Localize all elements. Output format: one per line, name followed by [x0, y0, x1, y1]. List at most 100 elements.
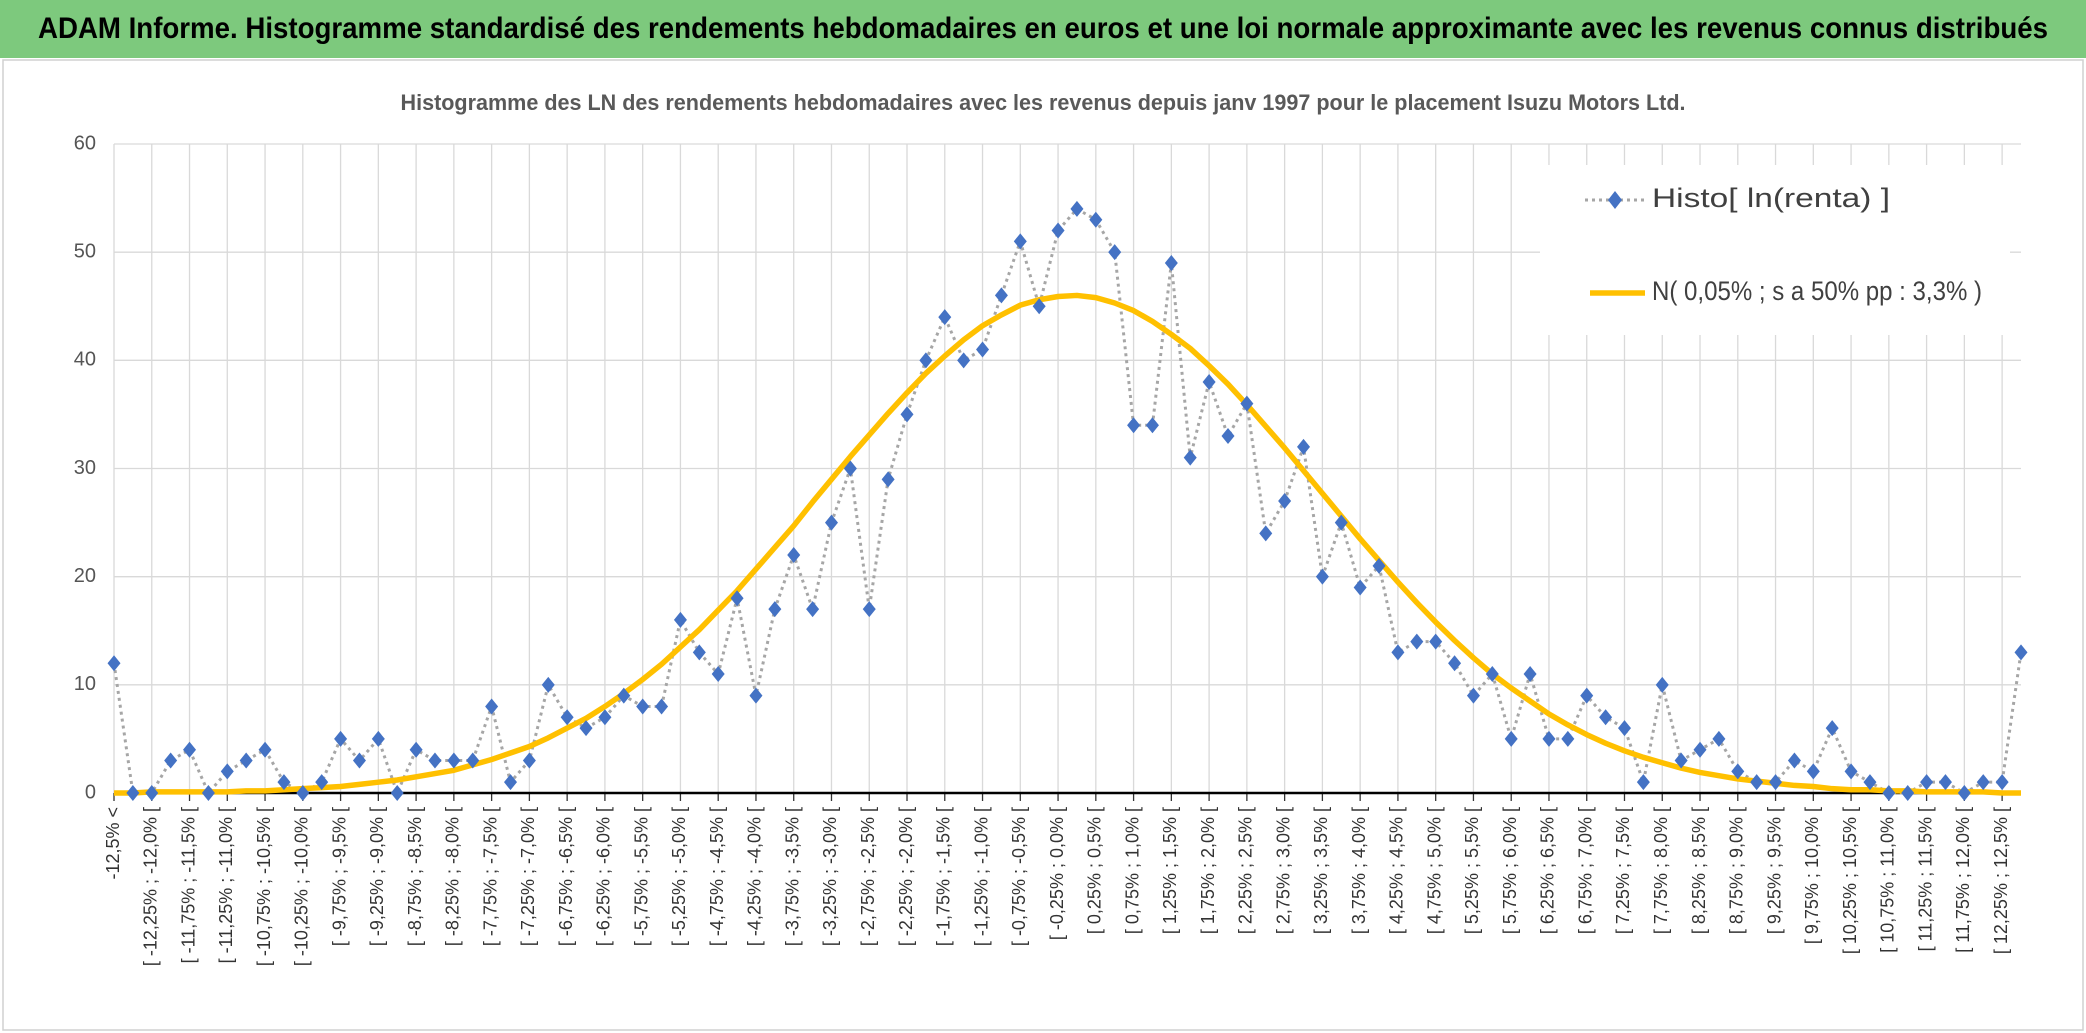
histo-marker: [636, 698, 650, 715]
histo-marker: [749, 687, 763, 704]
x-tick-label: [ 3,25% ; 3,5% [: [1311, 807, 1331, 934]
histo-marker: [692, 644, 706, 661]
histo-marker: [673, 611, 687, 628]
histo-marker: [919, 352, 933, 369]
x-tick-label: [ -5,75% ; -5,5% [: [631, 807, 651, 946]
histo-marker: [824, 514, 838, 531]
histo-marker: [1617, 720, 1631, 737]
y-tick-label: 30: [74, 457, 96, 479]
chart-subtitle: Histogramme des LN des rendements hebdom…: [401, 90, 1686, 115]
chart-frame: [2, 59, 2084, 1031]
x-tick-label: [ -6,25% ; -6,0% [: [594, 807, 614, 946]
histo-marker: [806, 601, 820, 618]
histo-marker: [1636, 774, 1650, 791]
y-tick-label: 50: [74, 240, 96, 262]
histo-marker: [1995, 774, 2009, 791]
histo-marker: [1769, 774, 1783, 791]
x-tick-label: [ -0,25% ; 0,0% [: [1047, 807, 1067, 940]
x-tick-label: [ -2,25% ; -2,0% [: [896, 807, 916, 946]
histo-marker: [1297, 438, 1311, 455]
histo-marker: [655, 698, 669, 715]
normal-curve: [114, 292, 2021, 796]
histo-marker: [1523, 666, 1537, 683]
x-tick-label: [ -10,25% ; -10,0% [: [292, 807, 312, 966]
x-tick-label: [ 8,75% ; 9,0% [: [1727, 807, 1747, 934]
x-tick-label: [ -9,25% ; -9,0% [: [367, 807, 387, 946]
histo-marker: [1485, 666, 1499, 683]
x-tick-label: [ 1,25% ; 1,5% [: [1160, 807, 1180, 934]
histo-marker: [787, 547, 801, 564]
histo-marker: [1825, 720, 1839, 737]
histo-marker: [617, 687, 631, 704]
x-tick-label: [ -10,75% ; -10,5% [: [254, 807, 274, 966]
histo-marker: [258, 741, 272, 758]
histo-marker: [976, 341, 990, 358]
histo-marker: [560, 709, 574, 726]
histo-marker: [1353, 579, 1367, 596]
histo-marker: [107, 655, 121, 672]
x-tick-label: -12,5% <: [103, 807, 123, 880]
histo-marker: [1164, 254, 1178, 271]
histo-marker: [1391, 644, 1405, 661]
histo-marker: [1561, 730, 1575, 747]
y-tick-label: 20: [74, 565, 96, 587]
histo-marker: [428, 752, 442, 769]
x-tick-label: [ 9,75% ; 10,0% [: [1802, 807, 1822, 944]
histo-marker: [371, 730, 385, 747]
x-tick-label: [ -6,75% ; -6,5% [: [556, 807, 576, 946]
x-tick-label: [ -11,75% ; -11,5% [: [178, 807, 198, 963]
histo-marker: [1599, 709, 1613, 726]
x-tick-label: [ 6,75% ; 7,0% [: [1575, 807, 1595, 934]
x-tick-label: [ 2,25% ; 2,5% [: [1236, 807, 1256, 934]
x-tick-label: [ -0,75% ; -0,5% [: [1009, 807, 1029, 946]
histo-marker: [1750, 774, 1764, 791]
x-tick-label: [ 0,25% ; 0,5% [: [1085, 807, 1105, 934]
histo-marker: [1372, 557, 1386, 574]
x-tick-label: [ -3,75% ; -3,5% [: [782, 807, 802, 946]
y-tick-label: 40: [74, 349, 96, 371]
histo-marker: [1051, 222, 1065, 239]
histo-marker: [145, 785, 159, 801]
histo-marker: [334, 730, 348, 747]
histo-marker: [843, 460, 857, 477]
histo-marker: [957, 352, 971, 369]
x-tick-label: [ -7,25% ; -7,0% [: [518, 807, 538, 946]
histo-marker: [126, 785, 140, 801]
y-tick-label: 0: [85, 781, 96, 803]
legend-box: [1540, 165, 2010, 335]
histo-marker: [541, 676, 555, 693]
x-tick-label: [ 0,75% ; 1,0% [: [1122, 807, 1142, 934]
x-tick-label: [ -12,25% ; -12,0% [: [141, 807, 161, 966]
legend: Histo[ ln(renta) ] N( 0,05% ; s a 50% pp …: [1540, 165, 2010, 335]
x-tick-label: [ -9,75% ; -9,5% [: [329, 807, 349, 946]
histo-marker: [522, 752, 536, 769]
histo-marker: [164, 752, 178, 769]
x-tick-label: [ -4,25% ; -4,0% [: [745, 807, 765, 946]
histo-marker: [1183, 449, 1197, 466]
histo-marker: [1089, 211, 1103, 228]
histo-marker: [1202, 373, 1216, 390]
x-tick-label: [ 10,25% ; 10,5% [: [1840, 807, 1860, 954]
histo-marker: [447, 752, 461, 769]
x-tick-label: [ -8,25% ; -8,0% [: [443, 807, 463, 946]
x-tick-label: [ -8,75% ; -8,5% [: [405, 807, 425, 946]
x-tick-label: [ 4,75% ; 5,0% [: [1424, 807, 1444, 934]
histo-marker: [352, 752, 366, 769]
histo-marker: [277, 774, 291, 791]
plot: [107, 200, 2028, 801]
histo-marker: [1957, 785, 1971, 801]
x-tick-label: [ 1,75% ; 2,0% [: [1198, 807, 1218, 934]
histo-marker: [1674, 752, 1688, 769]
histo-marker: [1938, 774, 1952, 791]
legend-label: N( 0,05% ; s a 50% pp : 3,3% ): [1652, 276, 1982, 306]
x-tick-label: [ 3,75% ; 4,0% [: [1349, 807, 1369, 934]
histo-marker: [1259, 525, 1273, 542]
histo-marker: [1466, 687, 1480, 704]
histo-marker: [183, 741, 197, 758]
histo-marker: [1278, 492, 1292, 509]
y-tick-label: 10: [74, 673, 96, 695]
histo-marker: [1429, 633, 1443, 650]
grid: 0 10 20 30 40 50 60 -12,5% < [ -12,25% ; -12,0% …: [74, 132, 2021, 966]
histo-marker: [239, 752, 253, 769]
